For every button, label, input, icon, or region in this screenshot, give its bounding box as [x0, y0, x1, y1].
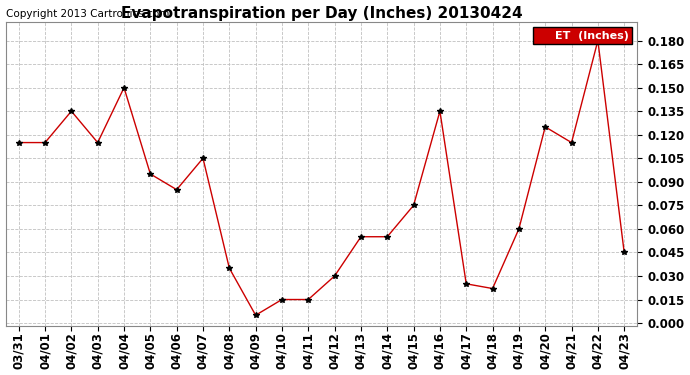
Title: Evapotranspiration per Day (Inches) 20130424: Evapotranspiration per Day (Inches) 2013… — [121, 6, 522, 21]
Legend: ET  (Inches): ET (Inches) — [533, 27, 632, 44]
Text: Copyright 2013 Cartronics.com: Copyright 2013 Cartronics.com — [6, 9, 169, 19]
